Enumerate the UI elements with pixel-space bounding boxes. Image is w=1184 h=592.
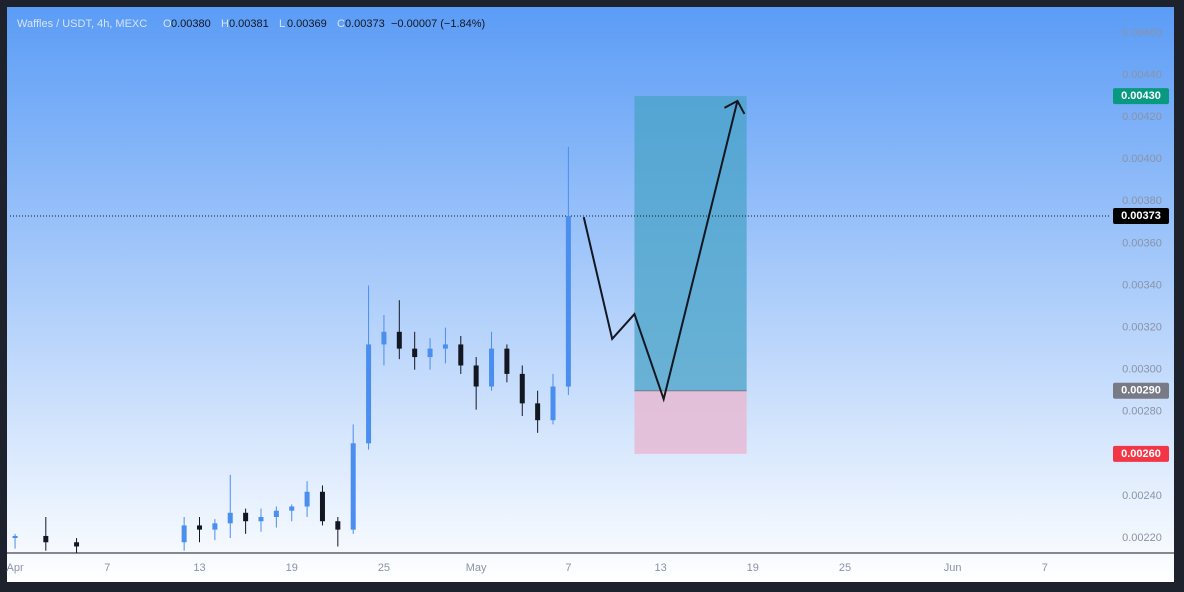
candle-body bbox=[381, 331, 387, 345]
price-label: 0.00373 bbox=[1121, 210, 1161, 222]
x-tick-label: 19 bbox=[747, 562, 759, 574]
candle-body bbox=[550, 386, 556, 421]
x-tick-label: Jun bbox=[944, 562, 962, 574]
price-label-box bbox=[1113, 208, 1169, 225]
candle-body bbox=[489, 348, 495, 387]
ohlc-key: O bbox=[163, 18, 172, 30]
candle-body bbox=[319, 491, 325, 522]
candle-body bbox=[304, 491, 310, 507]
candle-body bbox=[181, 525, 187, 543]
price-label: 0.00290 bbox=[1121, 385, 1161, 397]
y-tick-label: 0.00300 bbox=[1122, 364, 1162, 376]
candle-body bbox=[473, 365, 479, 387]
projection-path bbox=[582, 100, 739, 403]
y-tick-label: 0.00240 bbox=[1122, 490, 1162, 502]
ohlc-value: 0.00381 bbox=[229, 18, 269, 30]
x-tick-label: 19 bbox=[286, 562, 298, 574]
candle-body bbox=[504, 348, 510, 374]
x-tick-label: 7 bbox=[565, 562, 571, 574]
candle-body bbox=[427, 348, 433, 358]
x-tick-label: 25 bbox=[839, 562, 851, 574]
ohlc-value: 0.00369 bbox=[287, 18, 327, 30]
candle-body bbox=[350, 443, 356, 530]
target-zone bbox=[634, 96, 747, 391]
candle-body bbox=[243, 512, 249, 522]
x-tick-label: 13 bbox=[654, 562, 666, 574]
price-label: 0.00430 bbox=[1121, 90, 1161, 102]
price-label-box bbox=[1113, 88, 1169, 105]
header-legend: Waffles / USDT, 4h, MEXC O 0.00380 H 0.0038… bbox=[17, 18, 485, 30]
candle-body bbox=[289, 506, 295, 511]
candle-body bbox=[396, 331, 402, 349]
y-tick-label: 0.00400 bbox=[1122, 153, 1162, 165]
candle-body bbox=[197, 525, 203, 530]
y-tick-label: 0.00320 bbox=[1122, 321, 1162, 333]
y-tick-label: 0.00420 bbox=[1122, 111, 1162, 123]
y-tick-label: 0.00220 bbox=[1122, 532, 1162, 544]
y-tick-label: 0.00440 bbox=[1122, 69, 1162, 81]
candle-body bbox=[519, 373, 525, 404]
ohlc-key: C bbox=[337, 18, 345, 30]
x-tick-label: Apr bbox=[7, 562, 24, 574]
projection-arrowhead bbox=[723, 99, 746, 115]
y-tick-label: 0.00380 bbox=[1122, 195, 1162, 207]
candle-body bbox=[458, 344, 464, 366]
candle-body bbox=[227, 512, 233, 524]
ohlc-value: 0.00373 bbox=[345, 18, 385, 30]
candle-body bbox=[212, 523, 218, 530]
x-tick-label: 7 bbox=[104, 562, 110, 574]
stop-zone bbox=[634, 390, 747, 454]
y-tick-label: 0.00360 bbox=[1122, 237, 1162, 249]
candle-body bbox=[12, 535, 18, 539]
ohlc-key: L bbox=[279, 18, 285, 30]
candle-body bbox=[273, 510, 279, 518]
price-label-box bbox=[1113, 445, 1169, 462]
x-tick-label: 7 bbox=[1042, 562, 1048, 574]
x-tick-label: 25 bbox=[378, 562, 390, 574]
symbol: Waffles / USDT, 4h, MEXC bbox=[17, 18, 147, 30]
candle-body bbox=[335, 521, 341, 530]
x-tick-label: 13 bbox=[193, 562, 205, 574]
candle-body bbox=[43, 535, 49, 543]
price-label-box bbox=[1113, 382, 1169, 399]
candle-body bbox=[366, 344, 372, 444]
candle-body bbox=[565, 216, 571, 387]
ohlc-value: 0.00380 bbox=[171, 18, 211, 30]
change: −0.00007 (−1.84%) bbox=[391, 18, 485, 30]
y-tick-label: 0.00340 bbox=[1122, 279, 1162, 291]
candle-body bbox=[442, 344, 448, 349]
y-tick-label: 0.00460 bbox=[1122, 27, 1162, 39]
candle-body bbox=[535, 403, 541, 421]
ohlc-key: H bbox=[221, 18, 229, 30]
candle-body bbox=[412, 348, 418, 358]
x-tick-label: May bbox=[466, 562, 487, 574]
candle-body bbox=[74, 542, 80, 547]
candle-body bbox=[258, 517, 264, 522]
plot-background bbox=[7, 7, 1174, 582]
price-label: 0.00260 bbox=[1121, 448, 1161, 460]
y-tick-label: 0.00280 bbox=[1122, 406, 1162, 418]
